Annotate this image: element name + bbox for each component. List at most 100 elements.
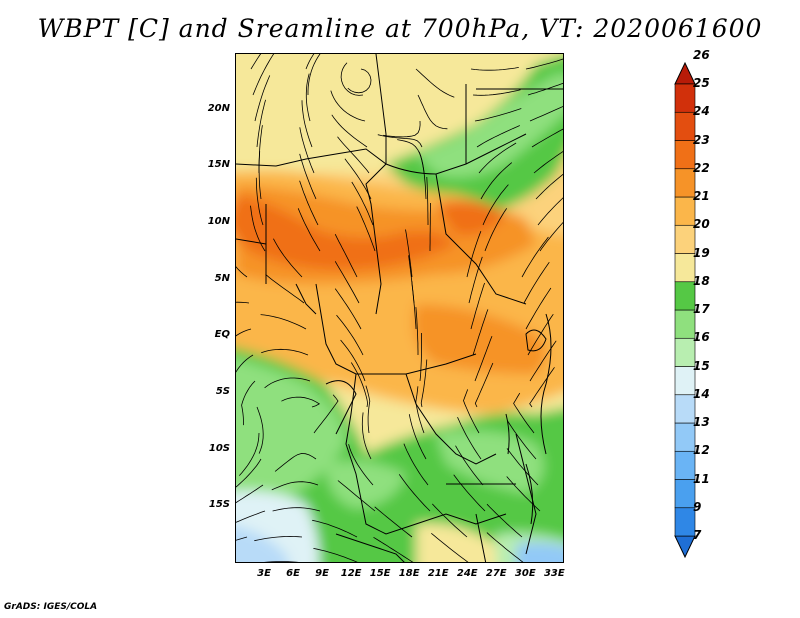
map-panel (235, 53, 564, 563)
streamline (420, 359, 428, 408)
streamline (241, 380, 256, 426)
streamline (383, 120, 421, 138)
colorbar-segment (674, 83, 696, 113)
colorbar-label: 12 (693, 443, 710, 458)
lon-tick-label: 33E (543, 568, 565, 579)
streamline (474, 108, 522, 122)
streamline (236, 328, 252, 337)
colorbar-label: 19 (693, 245, 710, 260)
streamline (236, 458, 262, 488)
streamline (307, 54, 321, 95)
streamline (506, 420, 537, 460)
streamline (405, 229, 413, 278)
streamline (331, 114, 368, 148)
colorbar-segment (674, 253, 696, 283)
streamline (344, 158, 372, 200)
lon-tick-label: 6E (286, 568, 300, 579)
streamline (431, 532, 469, 562)
streamline (336, 314, 364, 356)
streamline (529, 367, 555, 408)
streamline (482, 184, 509, 226)
colorbar-label: 11 (693, 471, 710, 486)
streamline (484, 208, 508, 252)
streamline (305, 54, 315, 70)
streamline (236, 484, 264, 504)
lon-tick-label: 30E (514, 568, 536, 579)
streamline (265, 273, 305, 304)
streamline (525, 58, 563, 70)
streamline (529, 340, 557, 382)
lon-tick-label: 12E (340, 568, 362, 579)
streamline (474, 335, 493, 382)
streamline (258, 151, 262, 200)
lat-tick-label: 15S (208, 499, 230, 511)
streamline (418, 151, 427, 200)
colorbar-segment (674, 479, 696, 509)
streamline (478, 142, 517, 174)
streamline (468, 256, 483, 304)
streamline (264, 561, 299, 562)
streamline (373, 536, 414, 562)
streamline (297, 208, 321, 252)
colorbar-label: 13 (693, 415, 710, 429)
streamline (340, 62, 364, 96)
streamline (236, 510, 266, 523)
streamline (453, 474, 486, 512)
colorbar-label: 16 (693, 330, 710, 345)
lon-tick-label: 24E (456, 568, 478, 579)
streamline (486, 503, 523, 538)
wbpt-shading (236, 54, 563, 562)
streamline (347, 68, 372, 94)
colorbar-segment (674, 366, 696, 396)
colorbar-label: 14 (693, 386, 710, 401)
streamline (463, 389, 480, 434)
colorbar-segment (674, 224, 696, 254)
streamline (472, 309, 489, 356)
streamline (398, 474, 431, 512)
streamline (273, 238, 303, 278)
colorbar-segment (674, 422, 696, 452)
streamline (466, 230, 482, 278)
colorbar-label: 21 (693, 189, 710, 203)
lon-tick-label: 9E (315, 568, 329, 579)
streamline (348, 444, 374, 486)
streamline (334, 261, 360, 304)
streamline (408, 414, 427, 460)
streamline (533, 151, 563, 174)
lon-tick-label: 3E (257, 568, 271, 579)
streamline (480, 162, 513, 200)
streamline (470, 282, 485, 330)
colorbar-label: 17 (693, 302, 710, 316)
streamline (236, 266, 248, 278)
streamline (264, 377, 311, 389)
streamline (312, 519, 358, 538)
streamline (250, 54, 262, 70)
streamline (527, 82, 563, 96)
lon-tick-label: 27E (485, 568, 507, 579)
streamline (313, 394, 339, 434)
lat-tick-label: 5N (214, 272, 230, 284)
streamline (337, 480, 376, 512)
streamline (252, 54, 275, 96)
streamline (271, 481, 319, 491)
lon-tick-label: 15E (369, 568, 391, 579)
streamline (301, 100, 313, 148)
streamline (470, 67, 519, 71)
streamline (254, 535, 303, 542)
streamline (313, 548, 358, 562)
streamline (539, 221, 563, 252)
streamline (255, 177, 264, 226)
colorbar (674, 62, 696, 558)
streamline (254, 75, 271, 122)
streamline (334, 288, 362, 330)
colorbar-segment (674, 507, 696, 537)
streamline (330, 90, 366, 122)
streamline (281, 396, 321, 408)
streamline (531, 128, 563, 148)
streamline (525, 287, 552, 330)
colorbar-upper-extension (674, 62, 696, 85)
streamline (417, 94, 448, 130)
lat-tick-label: 15N (207, 159, 230, 171)
colorbar-label: 20 (693, 217, 710, 232)
streamline (351, 181, 374, 226)
